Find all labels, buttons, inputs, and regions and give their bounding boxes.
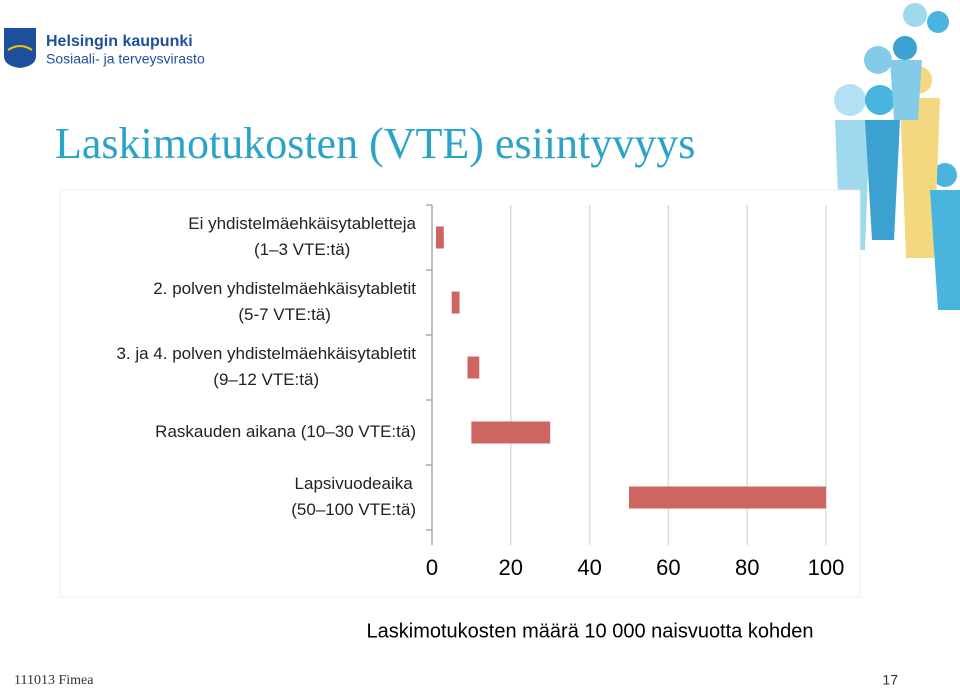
bar (451, 291, 460, 314)
footer: 111013 Fimea (14, 673, 94, 688)
bar (629, 486, 826, 509)
bar (435, 226, 444, 249)
x-tick-label: 20 (499, 555, 523, 580)
bar (467, 356, 480, 379)
category-label: (50–100 VTE:tä) (291, 500, 416, 519)
category-label: (1–3 VTE:tä) (254, 240, 350, 259)
chart-title: Laskimotukosten (VTE) esiintyvyys (55, 119, 695, 168)
category-label: Ei yhdistelmäehkäisytabletteja (188, 214, 416, 233)
x-tick-label: 80 (735, 555, 759, 580)
x-tick-label: 60 (656, 555, 680, 580)
x-tick-label: 40 (577, 555, 601, 580)
category-label: Lapsivuodeaika (295, 474, 414, 493)
x-tick-label: 100 (808, 555, 845, 580)
people-graphic (834, 3, 960, 310)
plot-background (59, 189, 861, 598)
category-label: (9–12 VTE:tä) (213, 370, 319, 389)
category-label: 2. polven yhdistelmäehkäisytabletit (153, 279, 416, 298)
category-label: Raskauden aikana (10–30 VTE:tä) (155, 422, 416, 441)
x-tick-label: 0 (426, 555, 438, 580)
logo-shield (4, 28, 36, 68)
category-label: (5-7 VTE:tä) (238, 305, 331, 324)
bar (471, 421, 551, 444)
category-label: 3. ja 4. polven yhdistelmäehkäisytableti… (116, 344, 416, 363)
logo-subtitle: Sosiaali- ja terveysvirasto (46, 51, 205, 67)
logo-title: Helsingin kaupunki (46, 33, 193, 50)
page-number: 17 (882, 672, 898, 688)
logo: Helsingin kaupunki Sosiaali- ja terveysv… (4, 28, 205, 68)
x-axis-title: Laskimotukosten määrä 10 000 naisvuotta … (367, 620, 814, 642)
logo-crown (7, 45, 33, 51)
